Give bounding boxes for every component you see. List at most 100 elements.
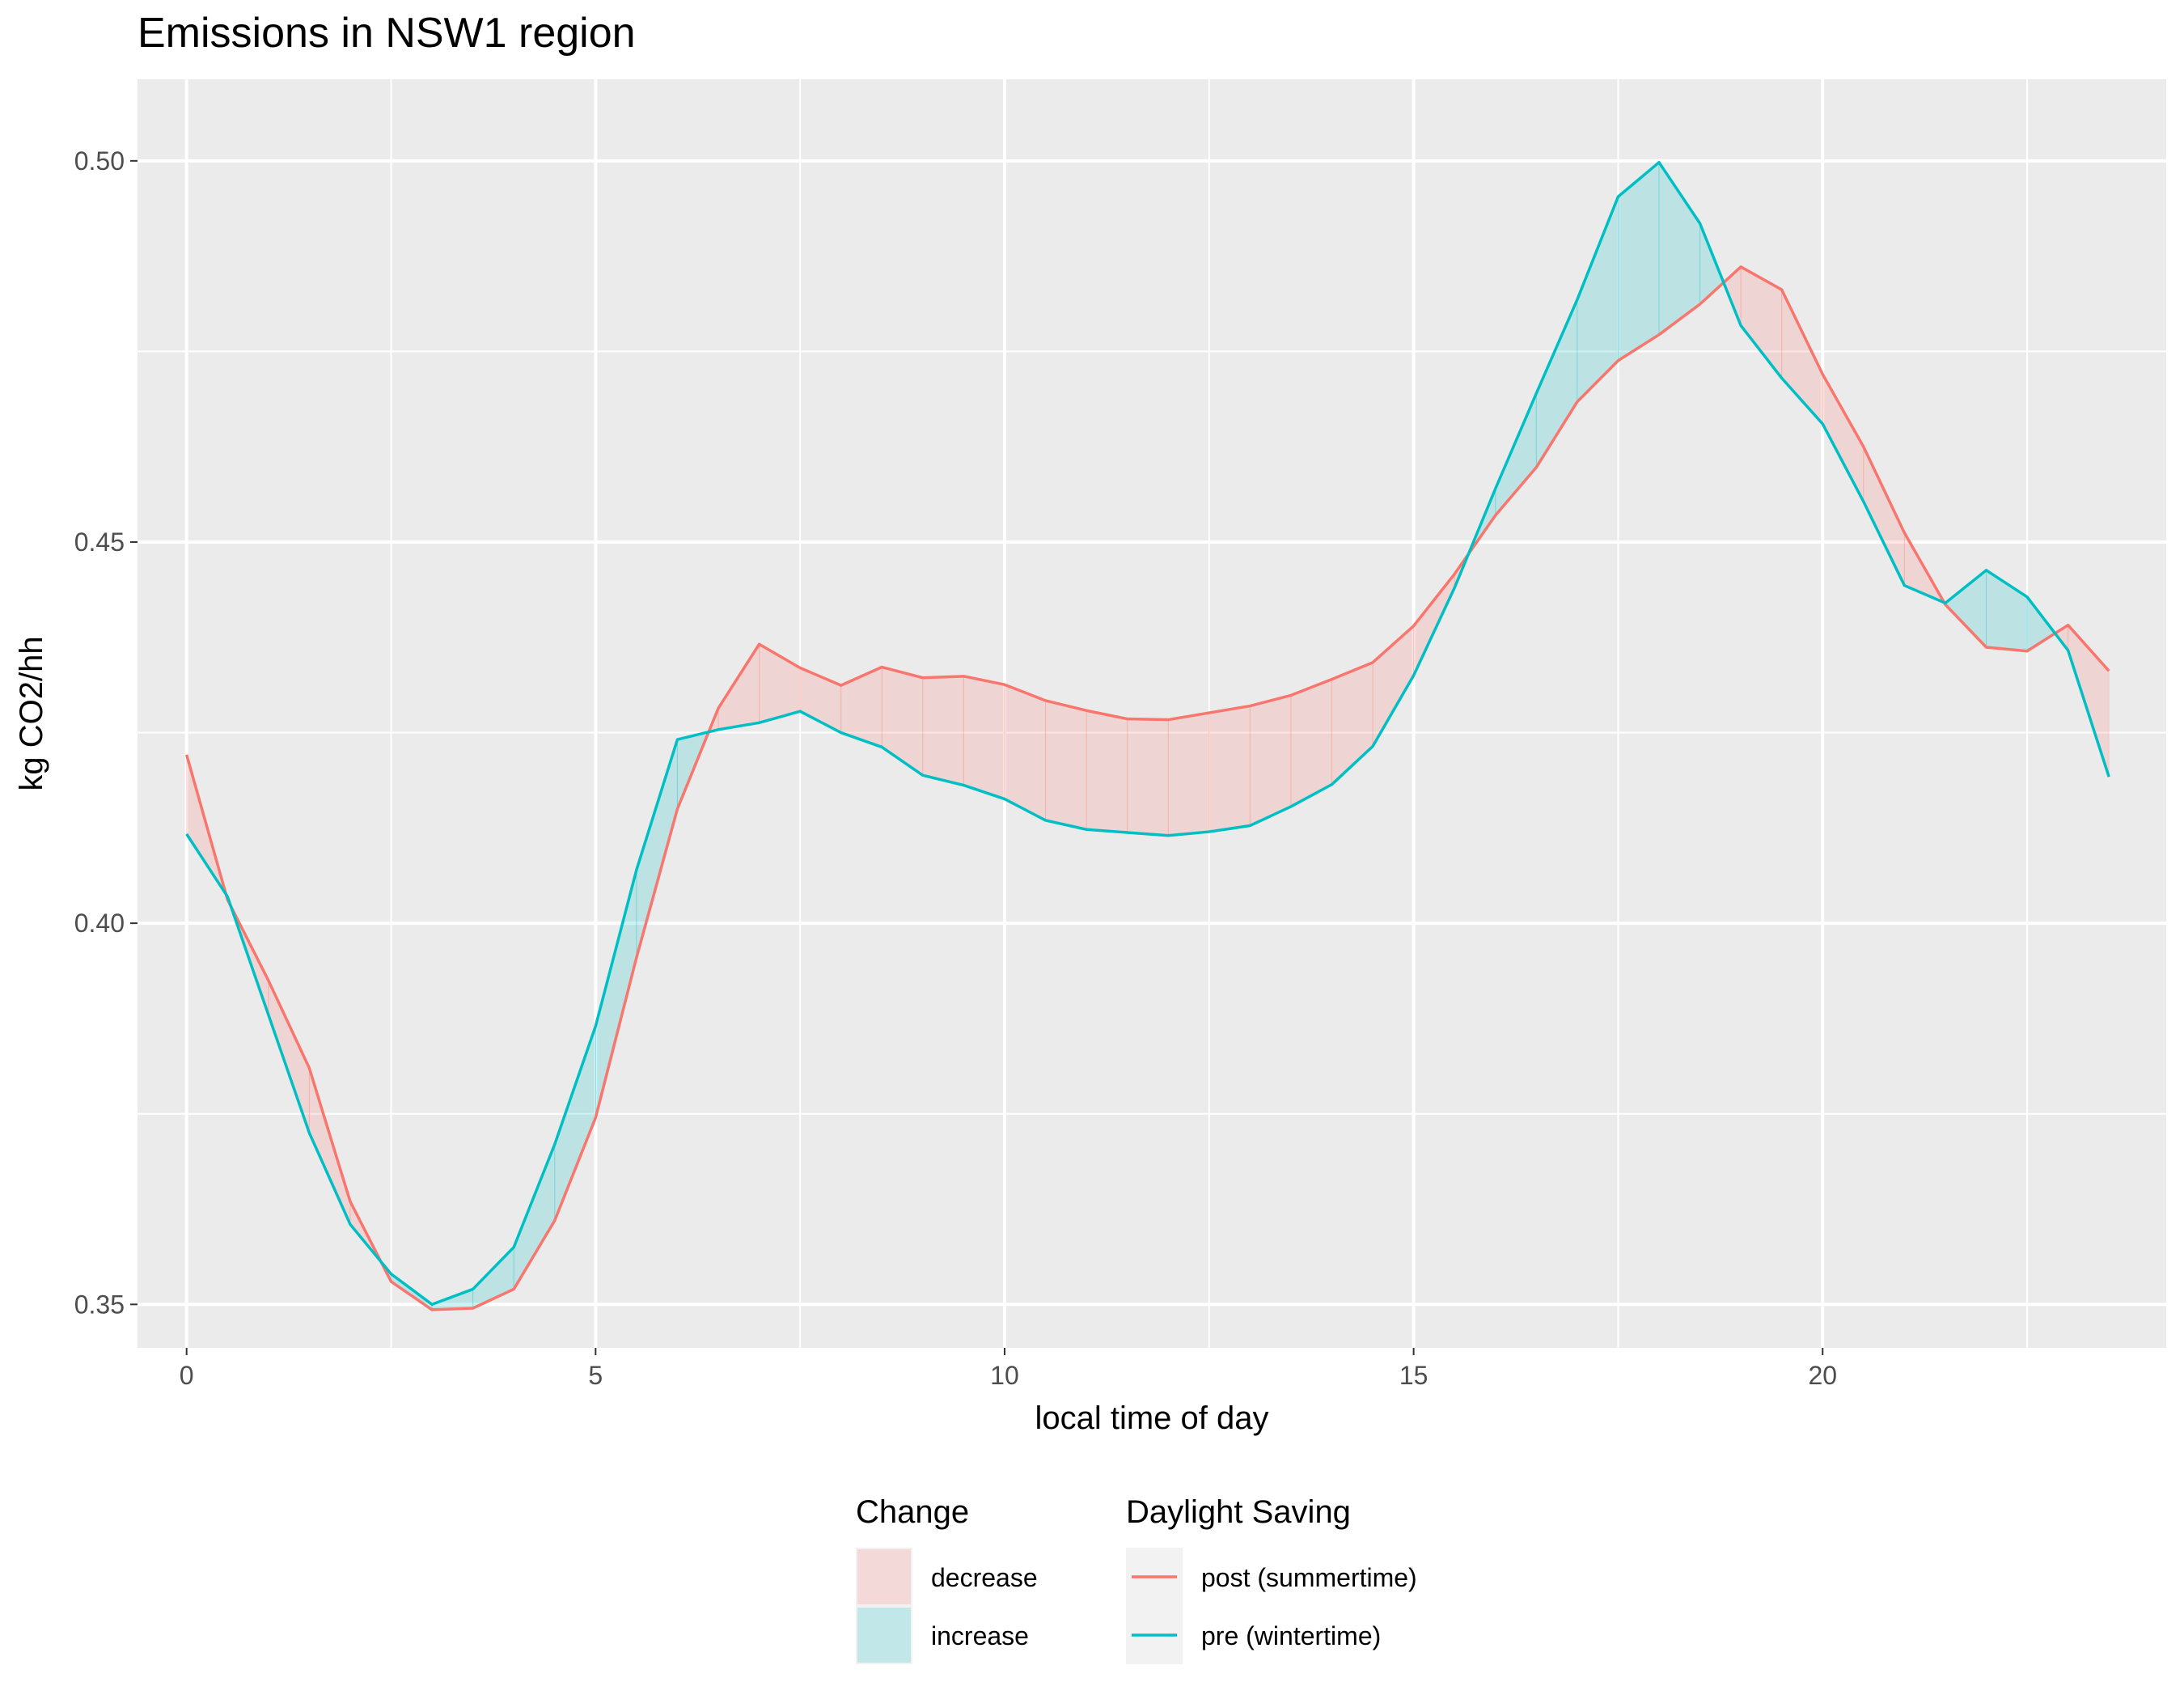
legend-label-post: post (summertime) — [1201, 1563, 1417, 1592]
x-axis-title: local time of day — [1035, 1400, 1268, 1436]
y-tick-label: 0.50 — [74, 146, 125, 176]
data-point-post — [1331, 678, 1333, 680]
data-point-pre — [1412, 674, 1415, 676]
data-point-post — [595, 1116, 597, 1119]
data-point-pre — [1086, 828, 1088, 831]
x-tick-label: 20 — [1808, 1361, 1837, 1390]
data-point-post — [2026, 650, 2029, 652]
data-point-pre — [1289, 805, 1292, 807]
ribbon-decrease — [1004, 684, 1047, 821]
data-point-pre — [758, 722, 760, 724]
data-point-pre — [1862, 501, 1864, 503]
data-point-post — [553, 1219, 556, 1222]
data-point-pre — [1985, 569, 1987, 571]
legend-change: Change decrease increase — [856, 1494, 1038, 1664]
data-point-post — [1412, 625, 1415, 627]
data-point-pre — [1003, 798, 1005, 800]
y-tick-label: 0.35 — [74, 1290, 125, 1319]
data-point-pre — [1331, 783, 1333, 786]
legend-label-decrease: decrease — [931, 1563, 1038, 1592]
x-tick-label: 15 — [1399, 1361, 1428, 1390]
data-point-post — [2108, 670, 2110, 672]
data-point-pre — [2108, 776, 2110, 778]
data-point-pre — [676, 739, 679, 741]
ribbon-decrease — [922, 676, 964, 786]
data-point-post — [1494, 515, 1496, 517]
data-point-post — [513, 1288, 515, 1290]
data-point-pre — [2026, 595, 2029, 598]
data-point-post — [1249, 705, 1251, 707]
data-point-post — [881, 666, 883, 668]
data-point-post — [1454, 573, 1456, 575]
major-gridlines — [138, 79, 2166, 1348]
legend-swatch-decrease — [857, 1549, 911, 1604]
ribbon-decrease — [1167, 712, 1210, 837]
y-axis-title: kg CO2/hh — [14, 636, 49, 790]
data-point-post — [758, 643, 760, 646]
data-point-post — [676, 807, 679, 810]
legend-label-increase: increase — [931, 1621, 1029, 1650]
data-point-pre — [1903, 584, 1906, 587]
data-point-post — [1740, 265, 1742, 268]
data-point-pre — [390, 1273, 392, 1275]
data-point-post — [963, 675, 965, 677]
data-point-post — [1576, 400, 1578, 403]
data-point-post — [1208, 712, 1210, 714]
ribbon-decrease — [1045, 700, 1087, 830]
data-point-post — [472, 1307, 474, 1310]
data-point-post — [717, 707, 720, 710]
data-point-post — [1535, 466, 1538, 468]
data-point-pre — [1167, 834, 1170, 837]
data-point-post — [1862, 446, 1864, 448]
data-point-post — [1780, 289, 1783, 291]
data-point-post — [1086, 710, 1088, 712]
legend-swatch-increase — [857, 1608, 911, 1663]
data-point-pre — [308, 1132, 311, 1134]
chart-title: Emissions in NSW1 region — [138, 10, 636, 57]
x-tick-label: 0 — [180, 1361, 194, 1390]
data-point-post — [1658, 333, 1661, 336]
legend-key-decrease-bg — [856, 1548, 912, 1606]
ribbon-decrease — [1127, 718, 1169, 837]
data-point-pre — [717, 728, 720, 731]
data-point-pre — [349, 1223, 351, 1226]
data-point-post — [1985, 646, 1987, 649]
data-point-pre — [1822, 422, 1824, 425]
plot-panel — [138, 79, 2166, 1348]
data-point-post — [1167, 718, 1170, 721]
data-point-post — [1289, 694, 1292, 697]
legend-key-increase-bg — [856, 1606, 912, 1664]
ribbon-decrease — [963, 676, 1005, 800]
data-point-post — [390, 1281, 392, 1283]
data-point-pre — [1535, 392, 1538, 395]
data-point-post — [1617, 359, 1619, 362]
data-point-pre — [921, 774, 924, 777]
legend-daylight-saving: Daylight Saving post (summertime) pre (w… — [1126, 1494, 1417, 1664]
data-point-post — [1372, 661, 1374, 663]
data-point-post — [840, 684, 842, 687]
data-point-pre — [1454, 587, 1456, 589]
y-tick-label: 0.45 — [74, 527, 125, 557]
data-point-pre — [1249, 824, 1251, 827]
series-line-pre — [185, 160, 2110, 1307]
data-point-post — [1044, 699, 1047, 701]
x-tick-label: 10 — [990, 1361, 1019, 1390]
data-point-pre — [513, 1246, 515, 1248]
ribbon-decrease — [1086, 710, 1128, 833]
data-point-post — [2067, 624, 2069, 626]
data-point-post — [635, 956, 637, 959]
legend-daylight-saving-title: Daylight Saving — [1126, 1494, 1351, 1530]
data-point-pre — [881, 746, 883, 748]
data-point-post — [1903, 532, 1906, 534]
data-point-post — [308, 1067, 311, 1070]
data-point-pre — [1494, 488, 1496, 490]
data-point-pre — [431, 1303, 434, 1306]
data-point-pre — [267, 1014, 269, 1016]
data-point-post — [349, 1201, 351, 1203]
data-point-pre — [635, 869, 637, 871]
data-point-pre — [1658, 161, 1661, 163]
x-tick-label: 5 — [588, 1361, 603, 1390]
data-point-post — [431, 1308, 434, 1311]
y-tick-label: 0.40 — [74, 909, 125, 938]
